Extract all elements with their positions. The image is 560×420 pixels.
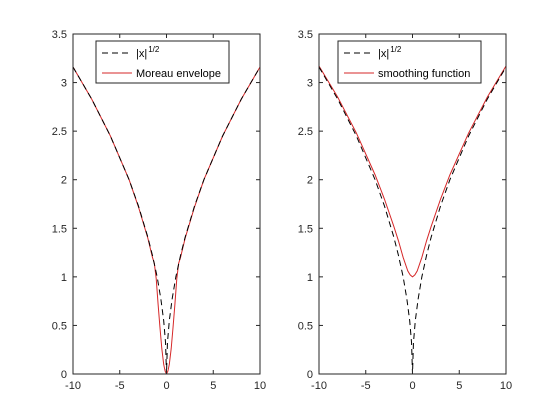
series-line-sqrt-abs-x — [73, 66, 260, 374]
y-tick-label: 1 — [61, 272, 67, 284]
y-tick-label: 3 — [307, 78, 313, 90]
legend-label: |x|1/2 — [136, 45, 160, 60]
x-tick-label: -10 — [311, 380, 327, 392]
series-group — [319, 65, 506, 374]
y-tick-label: 2 — [307, 175, 313, 187]
legend-box — [95, 40, 230, 84]
y-tick-label: 1 — [307, 272, 313, 284]
chart-panel-2: -10 -5 0 5 10 0 0.5 1 1.5 2 2.5 3 3.5 |x|1/2 smoothing… — [298, 29, 512, 392]
plot-area — [319, 34, 506, 374]
x-tick-label: -5 — [361, 380, 371, 392]
y-tick-label: 0 — [307, 369, 313, 381]
legend-label: |x|1/2 — [378, 45, 402, 60]
legend-box — [337, 40, 482, 84]
x-tick-label: 5 — [456, 380, 462, 392]
x-tick-label: -5 — [115, 380, 125, 392]
legend-label: smoothing function — [378, 68, 470, 80]
y-tick-label: 1.5 — [298, 223, 313, 235]
y-tick-label: 3.5 — [52, 29, 67, 41]
series-line-smooth — [319, 65, 506, 278]
series-group — [73, 66, 260, 374]
chart-panel-1: -10 -5 0 5 10 0 0.5 1 1.5 2 2.5 3 3.5 |x|1/2 Moreau en… — [52, 29, 266, 392]
x-tick-label: 10 — [254, 380, 266, 392]
y-tick-label: 2 — [61, 175, 67, 187]
series-line-sqrt-abs-x — [319, 66, 506, 374]
y-tick-label: 1.5 — [52, 223, 67, 235]
y-tick-label: 3.5 — [298, 29, 313, 41]
legend: |x|1/2 smoothing function — [337, 40, 482, 84]
x-tick-label: -10 — [65, 380, 81, 392]
y-tick-label: 0.5 — [52, 320, 67, 332]
y-tick-label: 2.5 — [298, 126, 313, 138]
x-tick-label: 0 — [163, 380, 169, 392]
x-tick-label: 0 — [409, 380, 415, 392]
plot-area — [73, 34, 260, 374]
x-tick-label: 5 — [210, 380, 216, 392]
y-tick-label: 0.5 — [298, 320, 313, 332]
y-tick-label: 3 — [61, 78, 67, 90]
legend-label: Moreau envelope — [136, 68, 221, 80]
legend: |x|1/2 Moreau envelope — [95, 40, 230, 84]
y-tick-label: 2.5 — [52, 126, 67, 138]
y-tick-label: 0 — [61, 369, 67, 381]
x-tick-label: 10 — [500, 380, 512, 392]
